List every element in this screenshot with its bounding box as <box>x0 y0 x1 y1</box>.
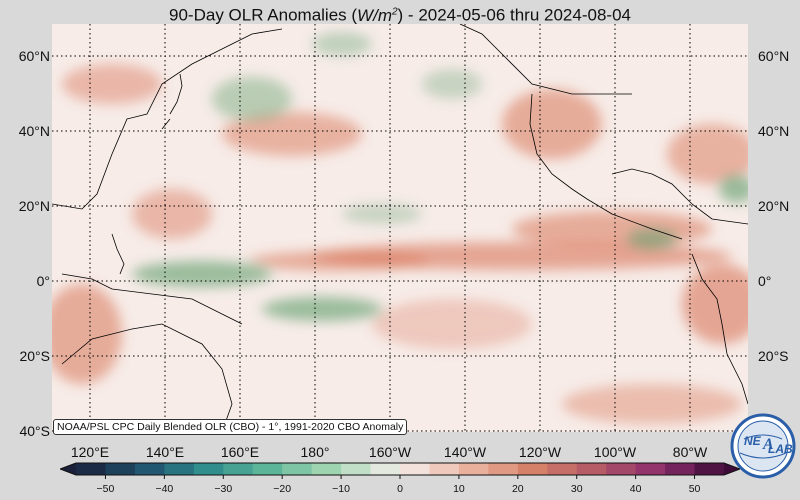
colorbar-cell <box>400 463 430 475</box>
chart-title: 90-Day OLR Anomalies (W/m2) - 2024-05-06… <box>0 0 800 25</box>
lon-label-140w: 140°W <box>443 444 487 460</box>
logo-text-top: NE <box>744 434 762 448</box>
colorbar-cell <box>164 463 195 475</box>
alaska-coast <box>459 24 632 95</box>
lat-label-left-40s: 40°S <box>19 423 50 439</box>
coastline-outlines <box>52 24 748 432</box>
lat-label-left-eq: 0° <box>36 273 50 289</box>
colorbar-cell <box>311 463 342 475</box>
borneo-indonesia-coast <box>61 273 243 325</box>
lat-label-left-20n: 20°N <box>18 198 50 214</box>
lon-label-100w: 100°W <box>593 444 637 460</box>
colorbar-tick-label: 30 <box>570 483 583 495</box>
lat-label-right-60n: 60°N <box>758 48 790 64</box>
lat-label-right-20s: 20°S <box>758 348 789 364</box>
title-suffix: ) - 2024-05-06 thru 2024-08-04 <box>397 5 631 25</box>
colorbar-tick-label: −50 <box>96 483 115 495</box>
colorbar-cell <box>76 463 106 475</box>
colorbar-cell <box>282 463 313 475</box>
colorbar-tick-label: 40 <box>629 483 642 495</box>
colorbar-cell <box>341 463 372 475</box>
colorbar-cell <box>635 463 666 475</box>
lat-label-right-20n: 20°N <box>758 198 790 214</box>
colorbar-cell <box>606 463 637 475</box>
olr-anomaly-map <box>52 24 748 432</box>
colorbar-tick-label: 50 <box>688 483 701 495</box>
lon-label-80w: 80°W <box>672 444 708 460</box>
lon-label-180: 180° <box>300 444 330 460</box>
colorbar-cell <box>105 463 136 475</box>
lon-label-160w: 160°W <box>368 444 412 460</box>
lon-label-120e: 120°E <box>70 444 110 460</box>
colorbar-cell <box>665 463 696 475</box>
colorbar-cell <box>193 463 224 475</box>
colorbar-tick-label: −40 <box>155 483 174 495</box>
colorbar-max-arrow <box>724 463 740 475</box>
colorbar-tick-label: −20 <box>273 483 292 495</box>
colorbar-ticks <box>104 475 696 479</box>
logo-text-a: A <box>762 436 774 453</box>
colorbar-outline <box>60 462 740 476</box>
lat-label-right-eq: 0° <box>758 273 772 289</box>
north-america-west-coast <box>529 93 683 240</box>
noaa-lab-logo: NE A LAB <box>730 413 796 479</box>
lat-label-left-60n: 60°N <box>18 48 50 64</box>
south-america-coast <box>691 253 748 405</box>
lat-label-right-40n: 40°N <box>758 123 790 139</box>
colorbar-tick-label: 20 <box>511 483 524 495</box>
colorbar-cell <box>223 463 254 475</box>
data-source-credit: NOAA/PSL CPC Daily Blended OLR (CBO) - 1… <box>53 419 408 435</box>
lat-label-left-20s: 20°S <box>19 348 50 364</box>
title-unit: W/m2 <box>357 5 398 25</box>
colorbar-tick-label: 10 <box>453 483 465 495</box>
lon-label-160e: 160°E <box>220 444 260 460</box>
australia-coast <box>61 323 233 432</box>
colorbar-min-arrow <box>60 463 76 475</box>
colorbar-cell <box>252 463 283 475</box>
colorbar-cells <box>60 462 740 476</box>
colorbar-cell <box>458 463 489 475</box>
japan-coast <box>161 73 183 130</box>
colorbar <box>60 462 740 479</box>
colorbar-cell <box>694 463 725 475</box>
logo-text-bottom: LAB <box>768 442 793 456</box>
colorbar-tick-label: −10 <box>332 483 350 495</box>
positive-anomalies <box>52 64 748 424</box>
colorbar-cell <box>488 463 519 475</box>
colorbar-cell <box>370 463 401 475</box>
lon-label-120w: 120°W <box>518 444 562 460</box>
colorbar-cell <box>429 463 460 475</box>
colorbar-cell <box>517 463 548 475</box>
colorbar-cell <box>547 463 578 475</box>
gulf-coast <box>611 168 748 225</box>
colorbar-tick-label: 0 <box>397 483 403 495</box>
colorbar-cell <box>576 463 607 475</box>
asia-coast <box>52 28 283 210</box>
colorbar-cell <box>134 463 165 475</box>
lat-label-left-40n: 40°N <box>18 123 50 139</box>
title-prefix: 90-Day OLR Anomalies ( <box>169 5 358 25</box>
philippines-coast <box>111 233 125 275</box>
lon-label-140e: 140°E <box>145 444 185 460</box>
colorbar-tick-label: −30 <box>214 483 233 495</box>
